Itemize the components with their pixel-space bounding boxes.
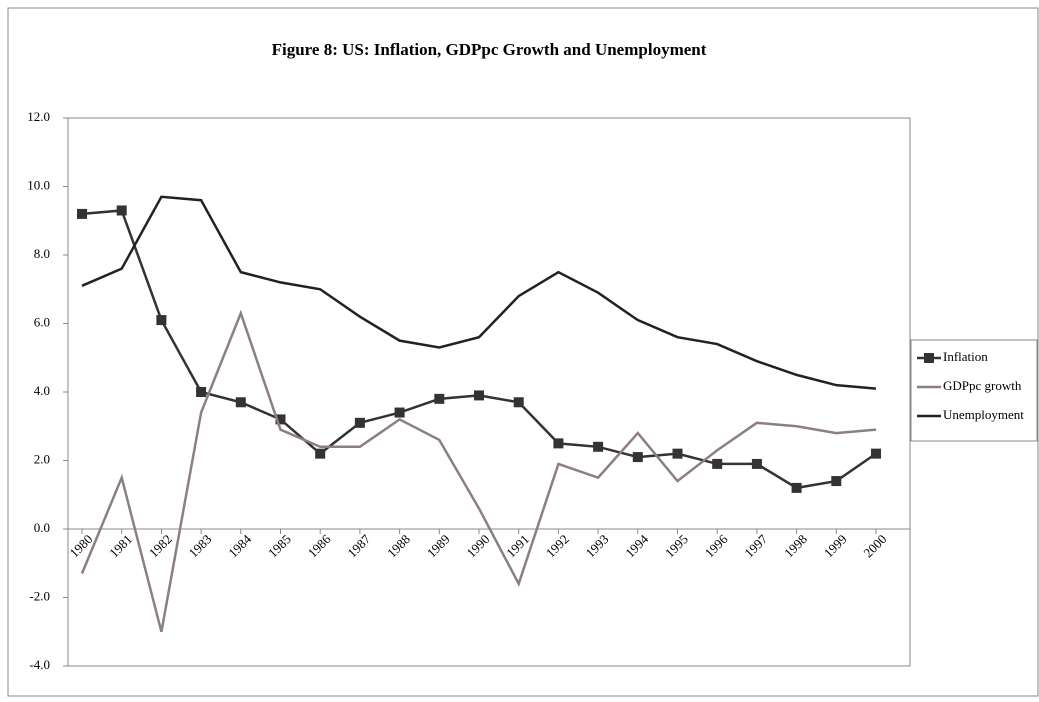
series-marker bbox=[593, 441, 604, 452]
legend-label: Unemployment bbox=[943, 407, 1024, 422]
legend-marker bbox=[924, 353, 934, 363]
legend-label: Inflation bbox=[943, 349, 988, 364]
series-line bbox=[80, 309, 877, 633]
y-tick-label: 12.0 bbox=[27, 109, 50, 124]
series-marker bbox=[77, 208, 87, 219]
series-marker bbox=[831, 476, 842, 487]
series-marker bbox=[354, 417, 365, 428]
y-tick-label: 0.0 bbox=[34, 520, 50, 535]
series-marker bbox=[434, 393, 445, 404]
y-tick-label: 8.0 bbox=[34, 246, 50, 261]
series-marker bbox=[672, 448, 683, 459]
series-line bbox=[81, 195, 877, 390]
series-marker bbox=[116, 205, 127, 216]
series-marker bbox=[235, 397, 246, 408]
series-marker bbox=[712, 458, 723, 469]
legend-label: GDPpc growth bbox=[943, 378, 1022, 393]
series-marker bbox=[871, 448, 881, 459]
y-tick-label: 6.0 bbox=[34, 314, 50, 329]
series-marker bbox=[394, 407, 405, 418]
series-marker bbox=[196, 387, 207, 397]
series-marker bbox=[275, 414, 286, 425]
chart-title: Figure 8: US: Inflation, GDPpc Growth an… bbox=[272, 40, 707, 59]
y-tick-label: 2.0 bbox=[34, 451, 50, 466]
series-marker bbox=[751, 458, 762, 469]
series-marker bbox=[513, 397, 524, 408]
series-marker bbox=[553, 438, 564, 449]
series-marker bbox=[791, 482, 802, 493]
series-marker bbox=[156, 315, 167, 326]
series-marker bbox=[632, 452, 643, 463]
series-marker bbox=[315, 448, 326, 459]
y-tick-label: -4.0 bbox=[29, 657, 50, 672]
y-tick-label: 10.0 bbox=[27, 177, 50, 192]
y-tick-label: 4.0 bbox=[34, 383, 50, 398]
y-tick-label: -2.0 bbox=[29, 588, 50, 603]
series-marker bbox=[474, 390, 484, 401]
